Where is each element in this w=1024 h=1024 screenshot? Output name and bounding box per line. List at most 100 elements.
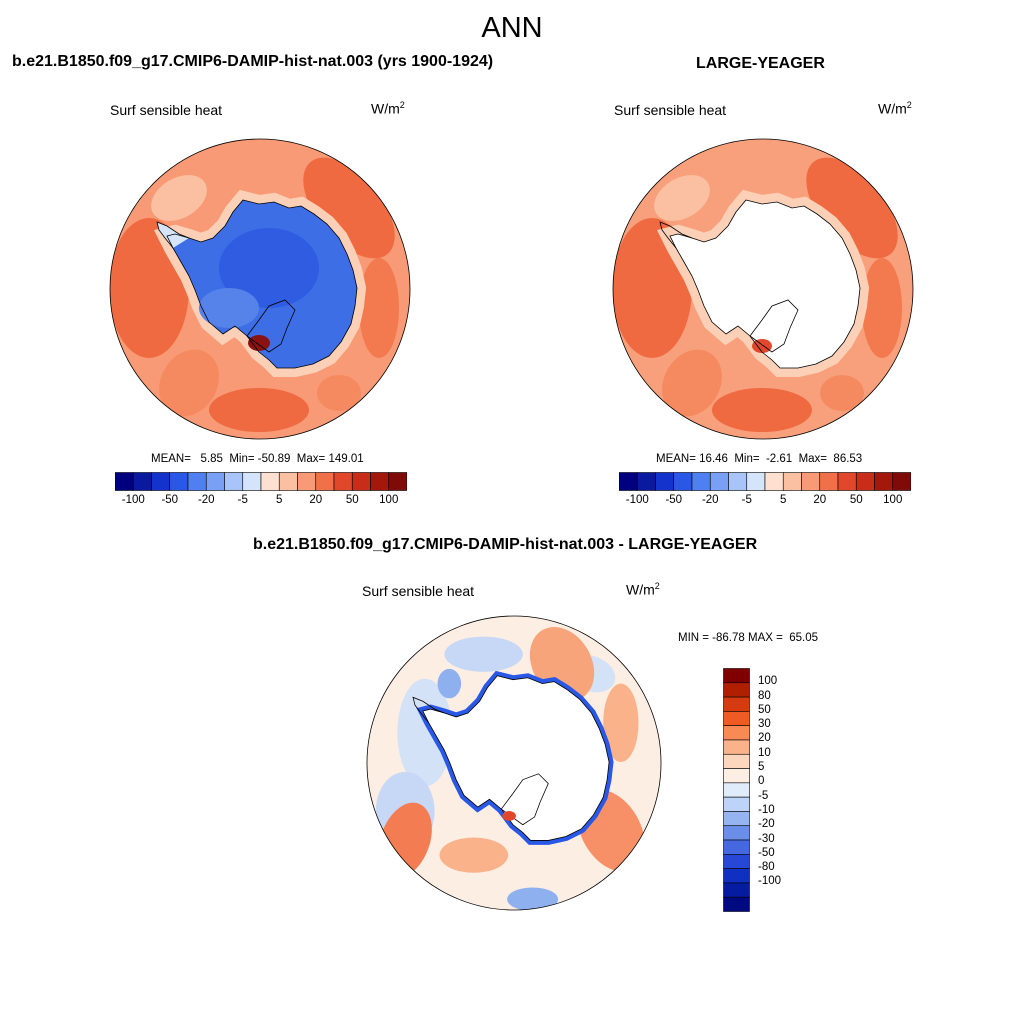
panel2-colorbar-labels: -100 -50 -20 -5 5 20 50 100 (619, 494, 911, 510)
difference-colorbar-tick-label: 10 (758, 746, 771, 759)
panel2-colorbar (619, 472, 911, 491)
panel1-colorbar-tick-label: -5 (237, 494, 248, 506)
difference-colorbar-swatch (723, 768, 750, 784)
difference-colorbar-tick-label: -20 (758, 818, 775, 831)
panel2-colorbar-tick-label: 100 (883, 494, 903, 506)
panel2-colorbar-swatch (855, 472, 875, 491)
panel2-colorbar-swatch (746, 472, 766, 491)
panel2-colorbar-tick-label: -100 (625, 494, 649, 506)
difference-colorbar-tick-label: 20 (758, 732, 771, 745)
panel2-case-title: LARGE-YEAGER (696, 55, 825, 72)
panel2-colorbar-swatch (764, 472, 784, 491)
difference-colorbar-swatch (723, 811, 750, 827)
panel1-variable-label: Surf sensible heat (110, 102, 223, 118)
difference-colorbar (723, 668, 750, 912)
panel1-colorbar-swatch (260, 472, 280, 491)
figure-title: ANN (481, 12, 543, 44)
difference-colorbar-swatch (723, 782, 750, 798)
panel1-colorbar-swatch (333, 472, 353, 491)
difference-colorbar-tick-label: 5 (758, 761, 765, 774)
panel2-colorbar-swatch (819, 472, 839, 491)
difference-colorbar-swatch (723, 739, 750, 755)
difference-variable-label: Surf sensible heat (362, 583, 475, 599)
difference-colorbar-tick-label: 50 (758, 703, 771, 716)
panel1-units: W/m2 (371, 100, 405, 117)
difference-colorbar-swatch (723, 868, 750, 884)
panel1-stats: MEAN= 5.85 Min= -50.89 Max= 149.01 (151, 453, 364, 465)
panel1-colorbar-tick-label: -50 (161, 494, 179, 506)
panel2-colorbar-tick-label: 5 (780, 494, 787, 506)
panel1-colorbar-swatch (278, 472, 298, 491)
panel2-variable-label: Surf sensible heat (614, 102, 727, 118)
panel1-colorbar-swatch (115, 472, 134, 491)
panel1-colorbar-tick-label: -20 (197, 494, 215, 506)
difference-colorbar-tick-label: 0 (758, 775, 765, 788)
panel1-colorbar-swatch (315, 472, 335, 491)
difference-colorbar-swatch (723, 896, 750, 912)
panel2-colorbar-tick-label: 20 (813, 494, 827, 506)
panel1-colorbar-swatch (205, 472, 225, 491)
difference-title: b.e21.B1850.f09_g17.CMIP6-DAMIP-hist-nat… (253, 536, 758, 553)
panel1-colorbar-swatch (187, 472, 207, 491)
panel2-colorbar-swatch (892, 472, 911, 491)
difference-colorbar-swatch (723, 668, 750, 684)
difference-polar-map (366, 615, 662, 911)
panel2-units: W/m2 (878, 100, 912, 117)
panel2-colorbar-swatch (782, 472, 802, 491)
panel1-colorbar (115, 472, 407, 491)
panel2-colorbar-swatch (728, 472, 748, 491)
difference-colorbar-tick-label: -10 (758, 803, 775, 816)
panel2-colorbar-swatch (837, 472, 857, 491)
panel2-polar-map (612, 138, 914, 440)
panel2-colorbar-swatch (636, 472, 656, 491)
difference-colorbar-swatch (723, 725, 750, 741)
difference-colorbar-labels: 100 80 50 30 20 10 5 0 -5 -10 -20 -30 -50 -80 -100 (758, 668, 808, 912)
difference-min-max: MIN = -86.78 MAX = 65.05 (678, 632, 818, 644)
panel1-colorbar-swatch (169, 472, 189, 491)
panel1-colorbar-swatch (370, 472, 390, 491)
panel2-colorbar-swatch (801, 472, 821, 491)
difference-colorbar-swatch (723, 711, 750, 726)
panel1-colorbar-swatch (132, 472, 152, 491)
panel1-colorbar-tick-label: 50 (345, 494, 359, 506)
panel1-colorbar-swatch (242, 472, 262, 491)
panel1-colorbar-swatch (224, 472, 244, 491)
difference-units: W/m2 (626, 581, 660, 598)
difference-colorbar-swatch (723, 796, 750, 812)
panel1-case-title: b.e21.B1850.f09_g17.CMIP6-DAMIP-hist-nat… (12, 53, 494, 70)
panel2-colorbar-tick-label: -20 (701, 494, 719, 506)
panel1-colorbar-labels: -100 -50 -20 -5 5 20 50 100 (115, 494, 407, 510)
difference-colorbar-swatch (723, 839, 750, 855)
difference-colorbar-tick-label: -30 (758, 832, 775, 845)
panel2-colorbar-swatch (874, 472, 894, 491)
panel2-colorbar-tick-label: -5 (741, 494, 752, 506)
difference-colorbar-tick-label: -5 (758, 789, 769, 802)
panel2-colorbar-swatch (673, 472, 693, 491)
difference-colorbar-swatch (723, 854, 750, 869)
panel2-colorbar-swatch (691, 472, 711, 491)
panel2-colorbar-tick-label: -50 (665, 494, 683, 506)
difference-colorbar-swatch (723, 753, 750, 769)
panel1-colorbar-swatch (388, 472, 407, 491)
difference-colorbar-swatch (723, 696, 750, 712)
difference-colorbar-tick-label: 30 (758, 718, 771, 731)
panel2-colorbar-swatch (619, 472, 638, 491)
difference-colorbar-tick-label: 100 (758, 675, 778, 688)
difference-colorbar-tick-label: 80 (758, 689, 771, 702)
difference-colorbar-swatch (723, 882, 750, 898)
panel1-colorbar-swatch (351, 472, 371, 491)
difference-colorbar-tick-label: -80 (758, 861, 775, 874)
panel2-colorbar-swatch (655, 472, 675, 491)
panel1-polar-map (109, 138, 411, 440)
panel1-colorbar-tick-label: 20 (309, 494, 323, 506)
difference-colorbar-tick-label: -100 (758, 875, 782, 888)
panel2-stats: MEAN= 16.46 Min= -2.61 Max= 86.53 (656, 453, 863, 465)
difference-colorbar-tick-label: -50 (758, 846, 775, 859)
panel1-colorbar-swatch (297, 472, 317, 491)
difference-colorbar-swatch (723, 682, 750, 698)
panel1-colorbar-swatch (151, 472, 171, 491)
panel2-colorbar-swatch (709, 472, 729, 491)
difference-colorbar-swatch (723, 825, 750, 841)
panel1-colorbar-tick-label: -100 (121, 494, 145, 506)
panel1-colorbar-tick-label: 100 (379, 494, 399, 506)
